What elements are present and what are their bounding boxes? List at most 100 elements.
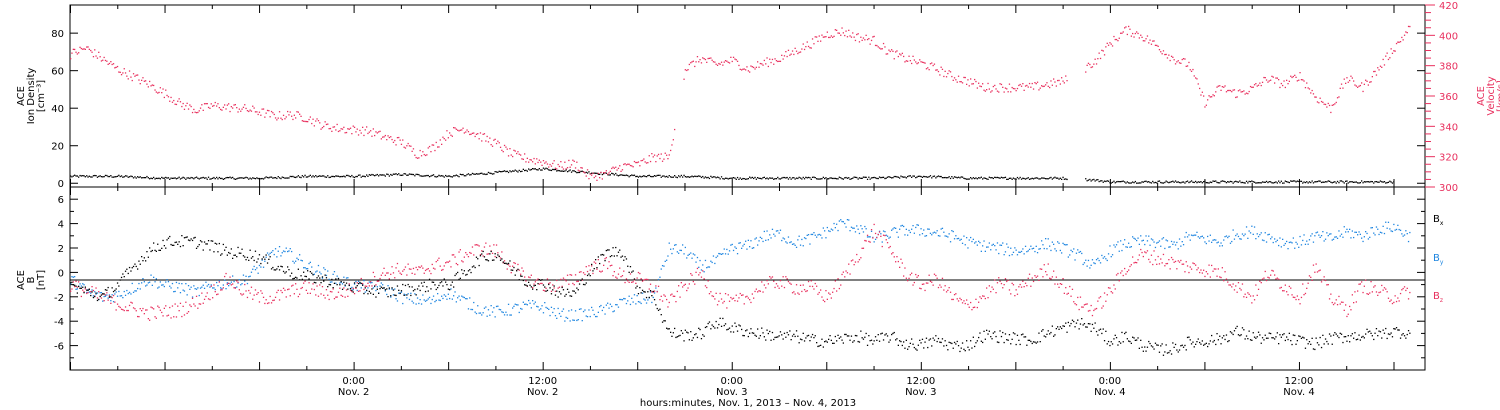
bx-point (186, 236, 188, 238)
velocity-point (609, 170, 611, 172)
density-point (940, 175, 942, 178)
by-point (485, 306, 487, 308)
by-point (736, 253, 739, 255)
velocity-point (348, 128, 350, 130)
density-point (1232, 182, 1234, 184)
velocity-point (793, 53, 795, 56)
density-point (762, 177, 764, 179)
bz-point (746, 295, 748, 297)
bx-point (352, 291, 354, 293)
bx-point (445, 281, 447, 283)
bz-point (917, 275, 919, 277)
bx-point (201, 241, 203, 243)
velocity-point (1276, 77, 1278, 79)
density-point (913, 175, 915, 177)
by-point (801, 238, 803, 241)
bx-point (645, 296, 648, 299)
velocity-point (1032, 88, 1035, 90)
density-point (1338, 182, 1340, 184)
velocity-point (1063, 82, 1065, 84)
density-point (351, 174, 353, 177)
bz-point (461, 260, 463, 262)
bx-point (636, 285, 638, 287)
bx-point (379, 288, 381, 290)
by-point (565, 316, 567, 319)
velocity-point (994, 84, 996, 87)
by-point (793, 243, 795, 245)
bx-point (321, 276, 324, 278)
density-point (451, 176, 453, 178)
velocity-point (225, 108, 227, 110)
bx-point (178, 241, 180, 243)
bz-point (261, 292, 263, 294)
bz-point (1051, 276, 1053, 278)
bz-point (540, 282, 542, 285)
density-point (305, 176, 307, 178)
velocity-point (884, 46, 886, 48)
density-point (595, 172, 597, 174)
density-point (499, 171, 502, 173)
by-point (1310, 235, 1312, 237)
by-point (1115, 244, 1118, 246)
velocity-point (86, 46, 88, 48)
density-point (785, 177, 787, 179)
density-point (676, 176, 678, 179)
by-point (899, 228, 901, 230)
bz-point (1109, 287, 1111, 289)
density-point (1188, 181, 1190, 184)
by-point (427, 298, 429, 300)
velocity-point (803, 48, 806, 51)
density-point (408, 173, 411, 175)
by-point (873, 241, 875, 243)
velocity-point (694, 65, 696, 68)
bx-point (534, 284, 536, 286)
bx-point (132, 265, 135, 268)
bz-point (960, 299, 962, 301)
bx-point (319, 277, 321, 279)
bx-point (475, 256, 478, 258)
bz-point (399, 272, 401, 274)
bx-point (661, 321, 664, 323)
bx-point (686, 331, 688, 333)
by-point (726, 248, 728, 251)
by-point (727, 253, 729, 255)
velocity-point (1349, 79, 1351, 82)
by-point (657, 278, 660, 281)
velocity-point (881, 48, 883, 50)
by-point (1172, 243, 1174, 245)
bx-point (408, 286, 411, 288)
by-point (131, 282, 133, 285)
velocity-point (731, 60, 733, 63)
bx-point (1039, 341, 1041, 343)
by-point (517, 304, 519, 306)
bz-point (1197, 267, 1199, 269)
density-point (435, 176, 437, 178)
bx-point (834, 335, 836, 338)
velocity-point (190, 105, 192, 108)
bz-point (753, 297, 755, 299)
density-point (834, 177, 836, 180)
density-point (822, 176, 824, 178)
bz-point (953, 294, 956, 296)
by-point (996, 242, 999, 244)
by-point (107, 297, 109, 299)
density-point (1150, 182, 1153, 184)
velocity-point (198, 110, 200, 112)
bz-point (183, 314, 186, 316)
bz-point (757, 291, 759, 293)
by-point (607, 302, 609, 304)
density-point (814, 177, 816, 179)
by-point (466, 298, 468, 300)
bz-point (187, 311, 190, 313)
velocity-point (1389, 57, 1391, 59)
by-point (730, 244, 732, 246)
bz-point (781, 285, 783, 287)
density-point (716, 176, 719, 178)
bx-point (818, 345, 820, 347)
density-point (880, 177, 882, 179)
bz-point (769, 276, 771, 278)
by-point (659, 276, 661, 278)
bz-point (750, 301, 752, 304)
by-point (391, 288, 393, 290)
velocity-point (1369, 81, 1371, 83)
